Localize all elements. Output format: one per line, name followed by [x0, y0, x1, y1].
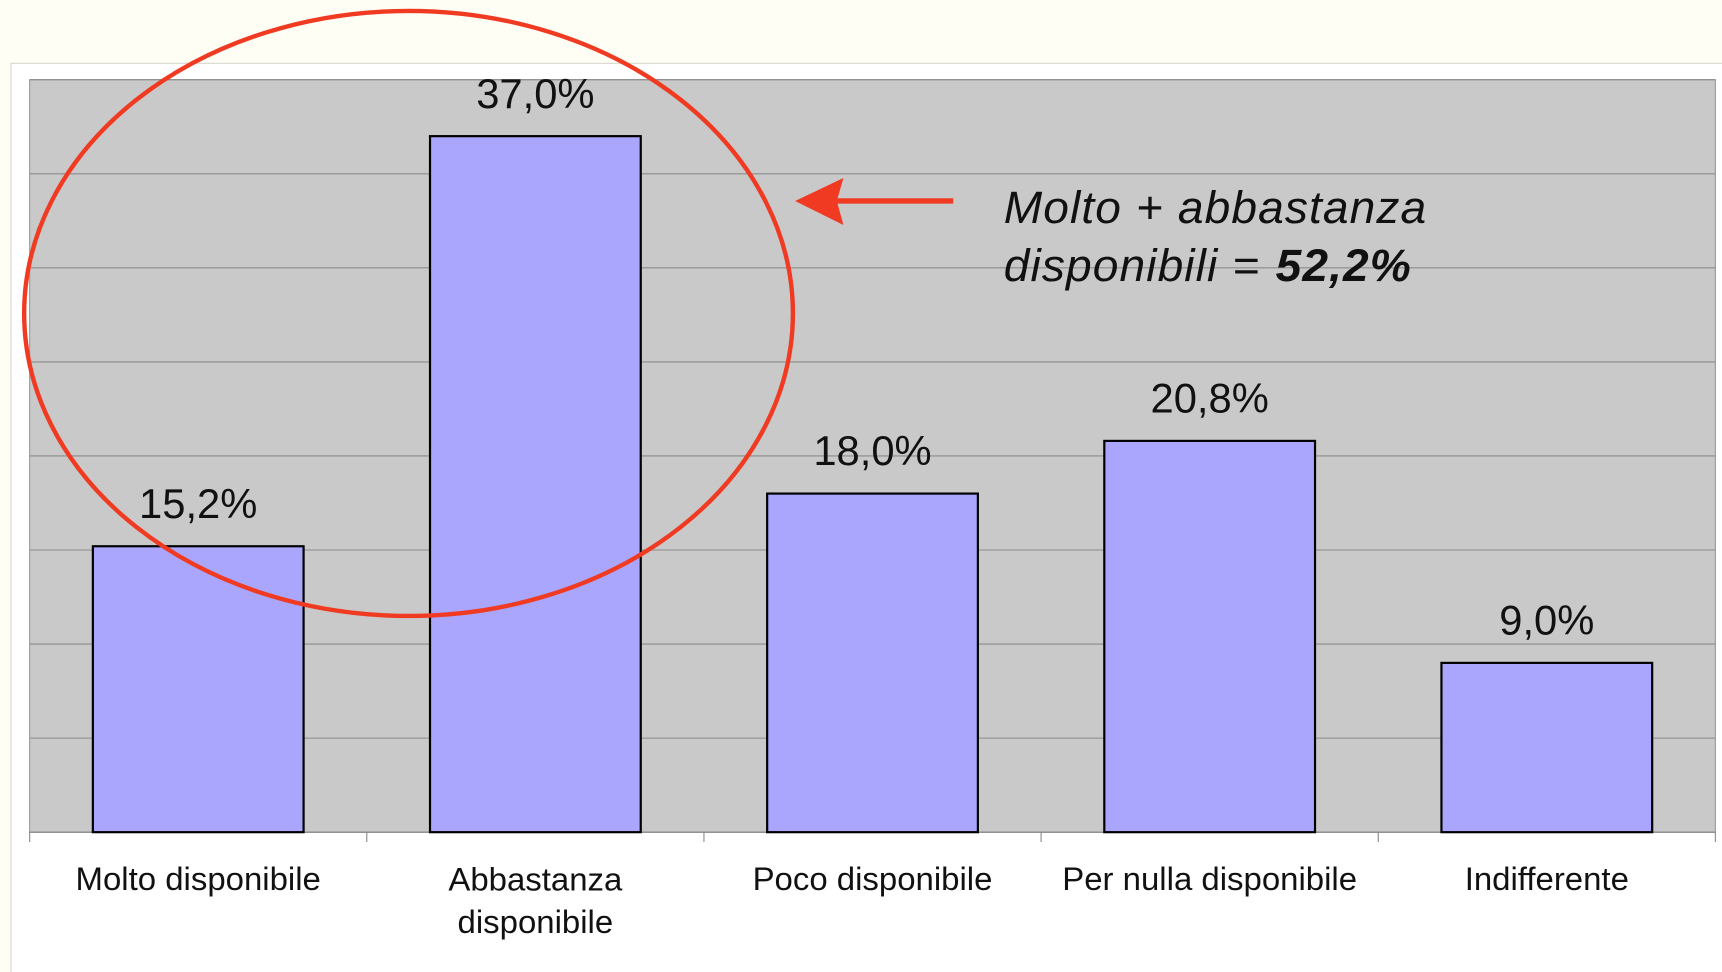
highlight-ellipse	[21, 8, 796, 619]
arrow-head	[795, 178, 844, 225]
annotation: disponibili =	[1004, 239, 1261, 291]
annotation: Molto + abbastanza	[1004, 181, 1428, 233]
bar	[766, 492, 979, 834]
value-label: 20,8%	[1151, 375, 1269, 422]
value-label: 9,0%	[1499, 597, 1594, 644]
bar	[428, 135, 642, 834]
value-label: 18,0%	[813, 427, 931, 474]
bar	[1103, 439, 1317, 834]
x-tick-label: Per nulla disponibile	[1062, 860, 1357, 897]
x-tick-label: Molto disponibile	[76, 860, 321, 897]
x-tick-label: Poco disponibile	[753, 860, 993, 897]
value-label: 37,0%	[476, 70, 594, 117]
chart-body: 15,2% Molto disponibile 37,0% Abbastanza dis…	[10, 8, 1722, 972]
value-label: 15,2%	[139, 480, 257, 527]
bar	[91, 545, 305, 834]
x-tick-label: Abbastanza disponibile	[448, 860, 623, 939]
bar	[1440, 661, 1654, 834]
annotation-highlight: 52,2%	[1276, 239, 1412, 291]
x-tick-label: Indifferente	[1465, 860, 1629, 897]
